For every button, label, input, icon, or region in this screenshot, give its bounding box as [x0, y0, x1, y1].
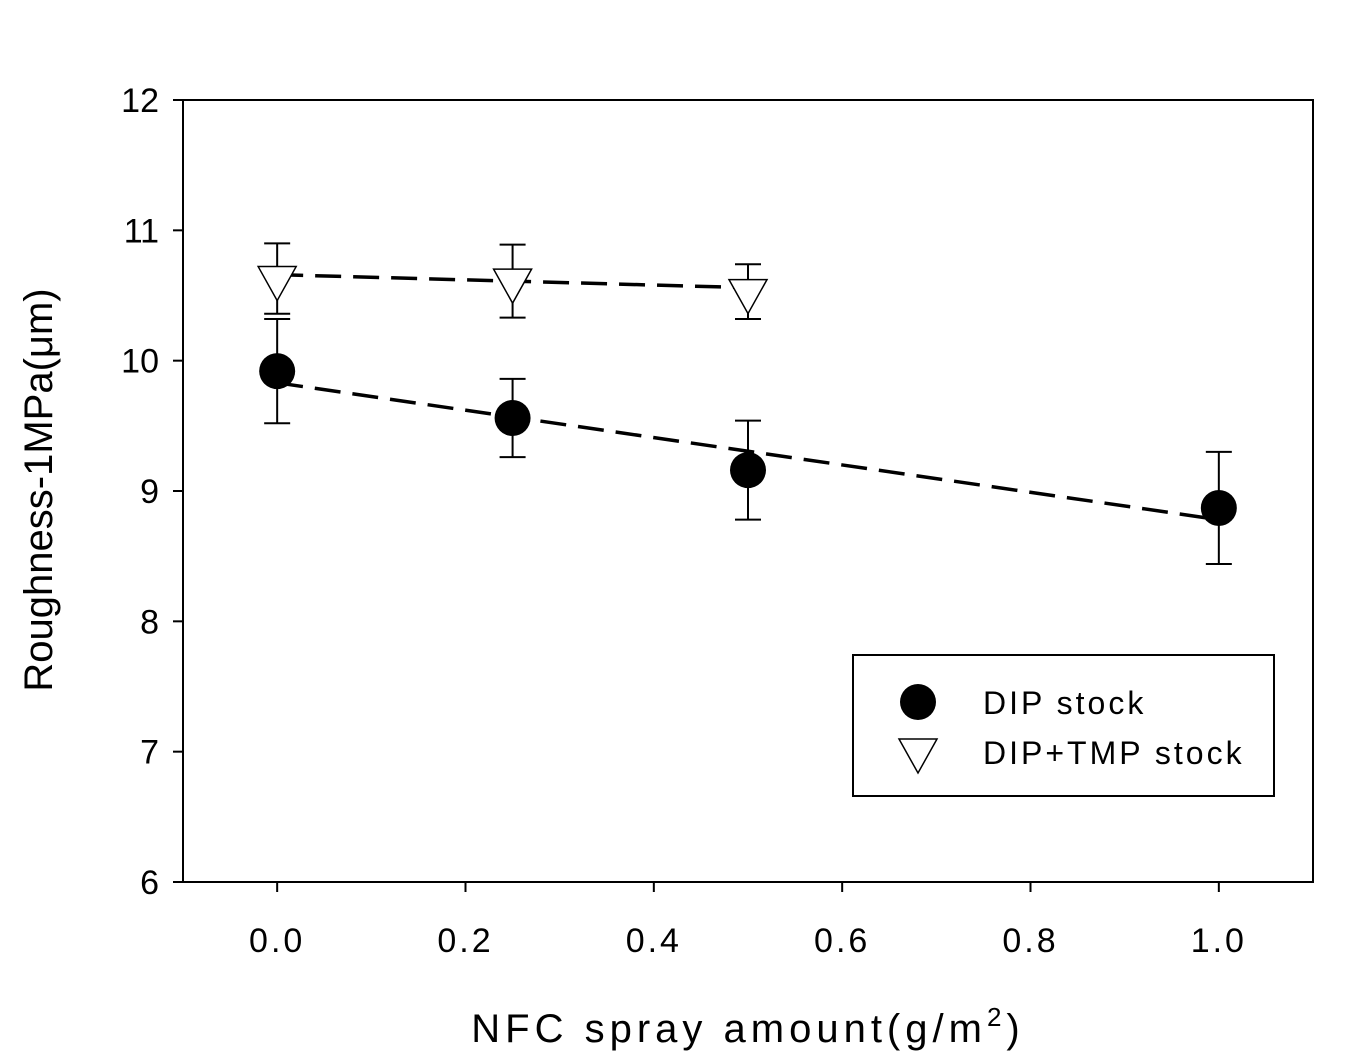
data-markers: [256, 265, 1237, 526]
data-point-dip-tmp: [727, 278, 769, 316]
y-tick-label: 7: [140, 734, 159, 772]
data-point-dip-tmp: [256, 265, 298, 303]
data-point-dip: [1200, 489, 1237, 526]
y-tick-label: 6: [140, 864, 159, 902]
x-tick-label: 0.2: [437, 922, 493, 960]
y-tick-label: 9: [140, 473, 159, 511]
y-axis: 6 7 8 9 10 11 12: [121, 82, 183, 902]
y-tick-label: 10: [121, 343, 159, 381]
data-point-dip: [730, 452, 766, 489]
x-tick-label: 0.0: [249, 922, 305, 960]
x-axis-title-superscript: 2: [987, 1002, 1006, 1032]
x-axis-title-main: NFC spray amount(g/m: [471, 1007, 987, 1051]
data-point-dip: [259, 353, 296, 390]
legend-label-dip-tmp: DIP+TMP stock: [983, 735, 1245, 771]
y-axis-title: Roughness-1MPa(μm): [17, 288, 61, 691]
y-tick-label: 12: [121, 82, 159, 120]
x-tick-label: 1.0: [1191, 922, 1247, 960]
x-axis: 0.0 0.2 0.4 0.6 0.8 1.0: [249, 882, 1247, 960]
x-tick-label: 0.6: [814, 922, 870, 960]
y-tick-label: 8: [140, 603, 159, 641]
x-tick-label: 0.8: [1002, 922, 1058, 960]
x-axis-title-suffix: ): [1006, 1007, 1024, 1051]
data-point-dip-tmp: [492, 268, 533, 305]
x-tick-label: 0.4: [626, 922, 682, 960]
legend: DIP stock DIP+TMP stock: [852, 654, 1275, 797]
x-axis-title: NFC spray amount(g/m2): [471, 1002, 1024, 1051]
legend-marker-dip: [900, 684, 936, 720]
data-point-dip: [494, 400, 531, 437]
legend-box: [852, 654, 1275, 797]
legend-marker-dip-tmp: [897, 738, 939, 775]
legend-label-dip: DIP stock: [983, 685, 1146, 721]
y-tick-label: 11: [124, 212, 159, 250]
